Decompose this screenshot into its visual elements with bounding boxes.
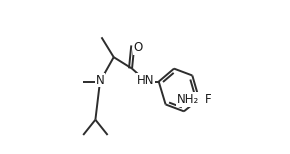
Text: F: F (205, 93, 211, 106)
Text: HN: HN (137, 74, 155, 87)
Text: N: N (96, 74, 104, 87)
Text: NH₂: NH₂ (177, 93, 199, 106)
Text: O: O (133, 41, 143, 54)
